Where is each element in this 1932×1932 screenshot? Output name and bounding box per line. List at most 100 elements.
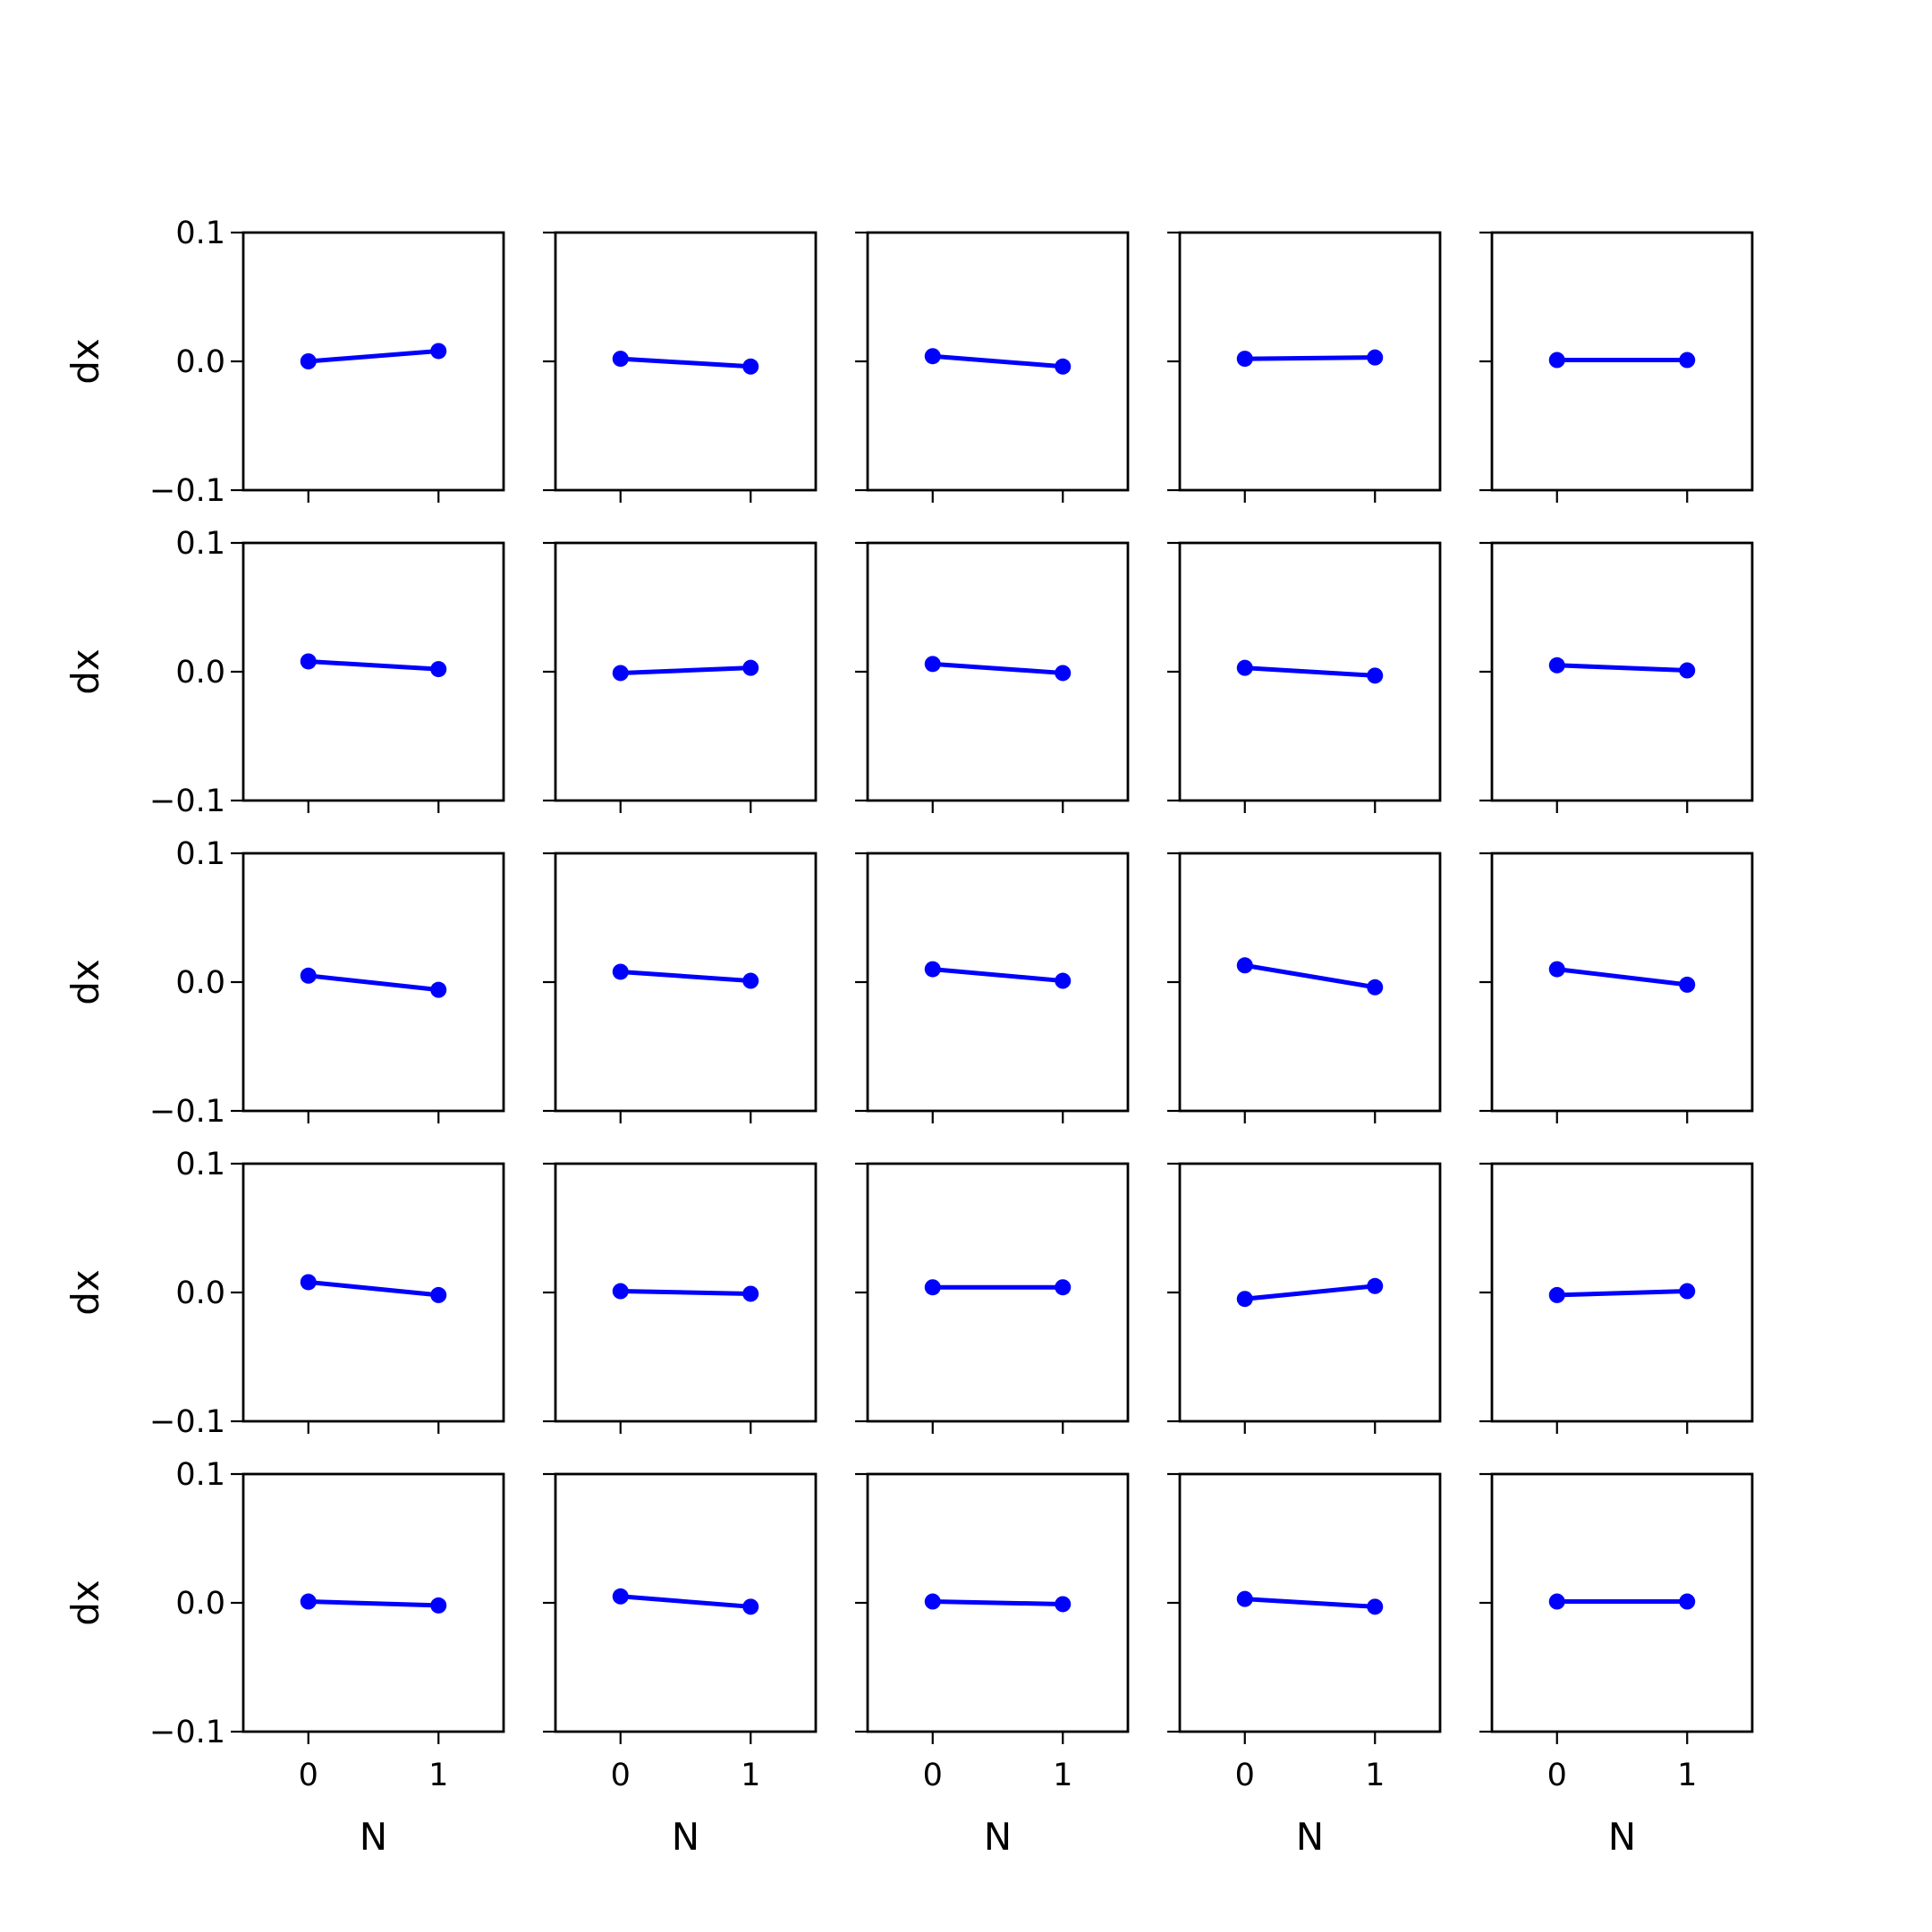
- data-point: [1548, 1593, 1565, 1610]
- subplot-r2-c3: [855, 541, 1130, 813]
- data-point: [430, 661, 447, 678]
- data-point: [300, 353, 317, 369]
- x-axis-label: N: [360, 1815, 387, 1859]
- axes-frame: [866, 1162, 1130, 1423]
- subplot-r1-c2: [543, 231, 818, 503]
- series-line: [308, 1279, 439, 1298]
- data-point: [742, 1598, 759, 1615]
- data-point: [1679, 662, 1696, 679]
- data-point: [612, 1283, 629, 1300]
- data-point: [1548, 961, 1565, 978]
- subplot-grid: −0.10.00.1dx−0.10.00.1dx−0.10.00.1dx−0.1…: [64, 216, 1754, 1859]
- axes-frame: [1490, 852, 1754, 1113]
- y-tick-label: 0.0: [175, 655, 225, 691]
- data-point: [1367, 1598, 1384, 1615]
- data-point: [430, 981, 447, 998]
- axes-frame: [554, 852, 818, 1113]
- subplot-r2-c1: −0.1 0.0 0.1 dx: [64, 526, 505, 819]
- data-point: [742, 972, 759, 989]
- data-point: [1236, 1590, 1253, 1607]
- y-tick-label: −0.1: [149, 1715, 225, 1750]
- data-point: [1367, 349, 1384, 366]
- subplot-r5-c2: 0 1 N: [543, 1472, 818, 1859]
- axes-frame: [242, 541, 505, 802]
- data-point: [612, 1588, 629, 1605]
- data-point: [1236, 659, 1253, 676]
- data-point: [924, 1279, 941, 1296]
- subplot-r4-c5: [1479, 1162, 1754, 1434]
- data-point: [430, 1286, 447, 1303]
- axes-frame: [242, 231, 505, 492]
- data-point: [612, 963, 629, 980]
- subplot-r3-c3: [855, 852, 1130, 1123]
- data-point: [742, 1285, 759, 1302]
- subplot-r4-c4: [1167, 1162, 1442, 1434]
- data-point: [300, 967, 317, 984]
- data-point: [1367, 667, 1384, 684]
- data-point: [1055, 1596, 1072, 1613]
- data-point: [1367, 979, 1384, 996]
- data-point: [1236, 351, 1253, 368]
- x-tick-label: 0: [611, 1758, 631, 1793]
- data-point: [1055, 358, 1072, 375]
- subplot-r2-c2: [543, 541, 818, 813]
- series-line: [1556, 967, 1688, 987]
- data-point: [612, 665, 629, 682]
- axes-frame: [1178, 852, 1442, 1113]
- y-tick-label: −0.1: [149, 784, 225, 819]
- data-point: [430, 1597, 447, 1614]
- subplot-r5-c3: 0 1 N: [855, 1472, 1130, 1859]
- series-line: [1244, 962, 1376, 990]
- series-line: [308, 658, 439, 672]
- series-line: [308, 1599, 439, 1608]
- data-point: [430, 343, 447, 360]
- data-point: [924, 1593, 941, 1610]
- subplot-r3-c1: −0.1 0.0 0.1 dx: [64, 836, 505, 1130]
- series-line: [1244, 665, 1376, 678]
- x-tick-label: 0: [1235, 1758, 1255, 1793]
- axes-frame: [866, 852, 1130, 1113]
- subplot-r3-c5: [1479, 852, 1754, 1123]
- data-point: [300, 1274, 317, 1291]
- data-point: [1236, 1291, 1253, 1308]
- subplot-r2-c4: [1167, 541, 1442, 813]
- x-axis-label: N: [1608, 1815, 1636, 1859]
- x-axis-label: N: [984, 1815, 1012, 1859]
- x-tick-label: 1: [428, 1758, 448, 1793]
- subplot-r5-c5: 0 1 N: [1479, 1472, 1754, 1859]
- subplot-r1-c5: [1479, 231, 1754, 503]
- y-axis-label: dx: [64, 648, 107, 695]
- data-point: [1679, 1283, 1696, 1300]
- y-axis-label: dx: [64, 959, 107, 1005]
- axes-frame: [1178, 231, 1442, 492]
- data-point: [1679, 352, 1696, 369]
- x-tick-label: 1: [1677, 1758, 1697, 1793]
- series-line: [620, 356, 751, 369]
- y-tick-label: 0.0: [175, 1586, 225, 1622]
- series-line: [932, 661, 1063, 675]
- x-tick-label: 1: [741, 1758, 760, 1793]
- subplot-r2-c5: [1479, 541, 1754, 813]
- series-line: [932, 1599, 1063, 1606]
- data-point: [742, 659, 759, 676]
- subplot-r3-c2: [543, 852, 818, 1123]
- y-tick-label: 0.0: [175, 965, 225, 1001]
- y-axis-label: dx: [64, 1580, 107, 1626]
- subplot-r1-c4: [1167, 231, 1442, 503]
- subplot-r1-c1: −0.1 0.0 0.1 dx: [64, 216, 505, 509]
- series-line: [932, 353, 1063, 369]
- y-axis-label: dx: [64, 338, 107, 385]
- y-tick-label: 0.0: [175, 1275, 225, 1311]
- data-point: [300, 1593, 317, 1610]
- axes-frame: [866, 541, 1130, 802]
- data-point: [1679, 976, 1696, 993]
- x-tick-label: 1: [1365, 1758, 1385, 1793]
- data-point: [1548, 352, 1565, 369]
- data-point: [742, 358, 759, 375]
- subplot-r4-c3: [855, 1162, 1130, 1434]
- x-axis-label: N: [1296, 1815, 1324, 1859]
- series-line: [1556, 1289, 1688, 1298]
- x-tick-label: 0: [299, 1758, 318, 1793]
- data-point: [1548, 657, 1565, 674]
